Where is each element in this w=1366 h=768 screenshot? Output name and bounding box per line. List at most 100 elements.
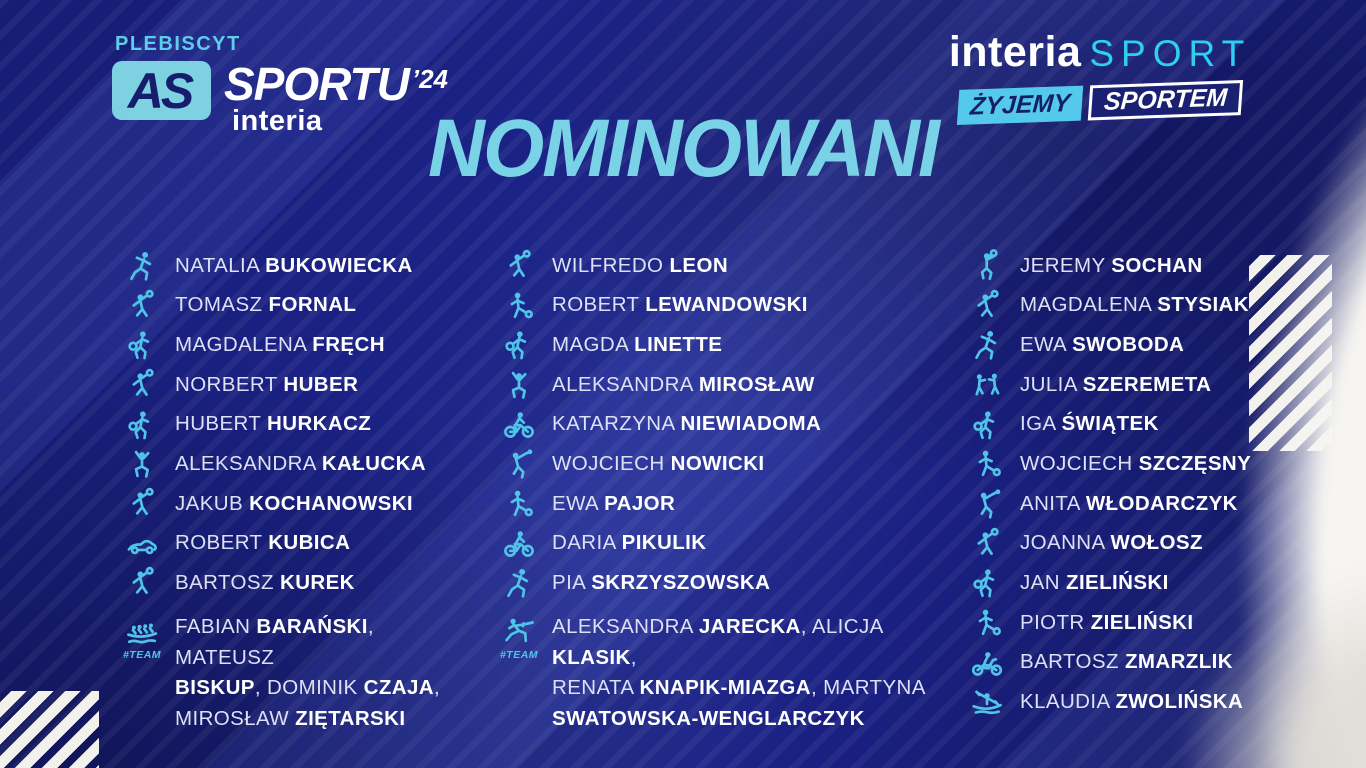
- nominee-row: EWA SWOBODA: [958, 325, 1304, 365]
- fencing-icon: #TEAM: [490, 612, 548, 661]
- climbing-icon: [490, 368, 548, 402]
- nominee-row: MAGDA LINETTE: [490, 325, 946, 365]
- interia-sport-logo: interia SPORT ŻYJEMY SPORTEM: [930, 28, 1270, 126]
- nominees-column-3: JEREMY SOCHAN MAGDALENA STYSIAK EWA SWOBOD…: [958, 246, 1304, 722]
- nominee-name: ANITA WŁODARCZYK: [1020, 491, 1238, 515]
- nominee-name: ALEKSANDRA JARECKA, ALICJA KLASIK, RENATA…: [552, 615, 926, 730]
- nominee-row: KLAUDIA ZWOLIŃSKA: [958, 683, 1304, 723]
- nominee-row: JAKUB KOCHANOWSKI: [113, 484, 475, 524]
- nominee-name: HUBERT HURKACZ: [175, 412, 372, 436]
- football-icon: [958, 447, 1016, 481]
- climbing-icon: [113, 447, 171, 481]
- nominee-name: KLAUDIA ZWOLIŃSKA: [1020, 690, 1244, 714]
- nominee-row: NATALIA BUKOWIECKA: [113, 246, 475, 286]
- speedway-icon: [958, 646, 1016, 680]
- nominee-row: WOJCIECH SZCZĘSNY: [958, 444, 1304, 484]
- nominee-team-row: #TEAM FABIAN BARAŃSKI, MATEUSZ BISKUP, DOM…: [113, 612, 475, 734]
- athletics-running-icon: [113, 249, 171, 283]
- football-icon: [490, 487, 548, 521]
- rowing-icon: #TEAM: [113, 612, 171, 661]
- nominee-row: NORBERT HUBER: [113, 365, 475, 405]
- nominee-name: JAN ZIELIŃSKI: [1020, 571, 1169, 595]
- nominee-name: ALEKSANDRA MIROSŁAW: [552, 372, 815, 396]
- track-cycling-icon: [490, 527, 548, 561]
- nominee-name: EWA PAJOR: [552, 491, 676, 515]
- as-sportu-logo: PLEBISCYT AS SPORTU ’24 interia: [112, 33, 448, 136]
- nominee-name: WOJCIECH NOWICKI: [552, 452, 765, 476]
- nominee-row: PIA SKRZYSZOWSKA: [490, 564, 946, 604]
- nominee-row: ALEKSANDRA MIROSŁAW: [490, 365, 946, 405]
- volleyball-icon: [958, 289, 1016, 323]
- athletics-running-icon: [958, 328, 1016, 362]
- nominee-row: BARTOSZ ZMARZLIK: [958, 643, 1304, 683]
- volleyball-icon: [113, 289, 171, 323]
- nominee-row: IGA ŚWIĄTEK: [958, 405, 1304, 445]
- nominee-row: MAGDALENA STYSIAK: [958, 286, 1304, 326]
- nominee-name: JOANNA WOŁOSZ: [1020, 531, 1203, 555]
- as-logo-box: AS: [112, 61, 211, 120]
- interia-logo-small: interia: [232, 105, 323, 137]
- nominee-name: MAGDALENA FRĘCH: [175, 332, 385, 356]
- nominee-row: JULIA SZEREMETA: [958, 365, 1304, 405]
- tennis-icon: [113, 328, 171, 362]
- nominee-row: KATARZYNA NIEWIADOMA: [490, 405, 946, 445]
- nominee-name: JAKUB KOCHANOWSKI: [175, 491, 414, 515]
- volleyball-icon: [958, 527, 1016, 561]
- nominee-row: ROBERT LEWANDOWSKI: [490, 286, 946, 326]
- volleyball-icon: [113, 566, 171, 600]
- nominee-row: WOJCIECH NOWICKI: [490, 444, 946, 484]
- nominee-name: MAGDA LINETTE: [552, 332, 723, 356]
- nominee-row: HUBERT HURKACZ: [113, 405, 475, 445]
- sportu-label: SPORTU: [224, 58, 410, 110]
- nominee-name: TOMASZ FORNAL: [175, 293, 357, 317]
- nominee-team-row: #TEAM ALEKSANDRA JARECKA, ALICJA KLASIK, R…: [490, 612, 946, 734]
- nominees-column-2: WILFREDO LEON ROBERT LEWANDOWSKI MAGDA LIN…: [490, 246, 946, 734]
- nominee-row: MAGDALENA FRĘCH: [113, 325, 475, 365]
- sport-label: SPORT: [1089, 33, 1252, 74]
- nominee-row: WILFREDO LEON: [490, 246, 946, 286]
- volleyball-icon: [113, 368, 171, 402]
- nominee-name: NORBERT HUBER: [175, 372, 359, 396]
- nominee-name: BARTOSZ ZMARZLIK: [1020, 650, 1233, 674]
- nominee-row: JAN ZIELIŃSKI: [958, 564, 1304, 604]
- volleyball-icon: [113, 487, 171, 521]
- football-icon: [490, 289, 548, 323]
- nominee-name: JEREMY SOCHAN: [1020, 253, 1203, 277]
- nominee-name: IGA ŚWIĄTEK: [1020, 412, 1159, 436]
- tennis-icon: [958, 408, 1016, 442]
- nominee-row: ANITA WŁODARCZYK: [958, 484, 1304, 524]
- nominee-row: TOMASZ FORNAL: [113, 286, 475, 326]
- nominee-name: ALEKSANDRA KAŁUCKA: [175, 452, 426, 476]
- nominee-row: EWA PAJOR: [490, 484, 946, 524]
- nominee-row: BARTOSZ KUREK: [113, 564, 475, 604]
- volleyball-icon: [490, 249, 548, 283]
- team-tag: #TEAM: [499, 649, 539, 662]
- nominee-name: NATALIA BUKOWIECKA: [175, 253, 413, 277]
- athletics-running-icon: [490, 566, 548, 600]
- nominee-name: KATARZYNA NIEWIADOMA: [552, 412, 822, 436]
- nominee-name: WOJCIECH SZCZĘSNY: [1020, 452, 1252, 476]
- decor-stripes-bottom-left: [0, 691, 99, 768]
- tennis-icon: [490, 328, 548, 362]
- nominee-row: ALEKSANDRA KAŁUCKA: [113, 444, 475, 484]
- nominee-name: ROBERT LEWANDOWSKI: [552, 293, 808, 317]
- nominee-name: JULIA SZEREMETA: [1020, 372, 1212, 396]
- page-title: NOMINOWANI: [428, 103, 940, 194]
- as-logo-text: AS: [127, 62, 194, 119]
- motorsport-car-icon: [113, 527, 171, 561]
- football-icon: [958, 606, 1016, 640]
- nominee-row: PIOTR ZIELIŃSKI: [958, 603, 1304, 643]
- team-tag: #TEAM: [122, 649, 162, 662]
- nominee-name: PIOTR ZIELIŃSKI: [1020, 610, 1194, 634]
- tennis-icon: [958, 566, 1016, 600]
- basketball-icon: [958, 248, 1016, 283]
- interia-logo: interia: [948, 28, 1082, 76]
- nominee-name: FABIAN BARAŃSKI, MATEUSZ BISKUP, DOMINIK …: [175, 615, 441, 730]
- tennis-icon: [113, 408, 171, 442]
- nominee-name: ROBERT KUBICA: [175, 531, 351, 555]
- nominee-name: MAGDALENA STYSIAK: [1020, 293, 1249, 317]
- boxing-icon: [958, 368, 1016, 402]
- hammer-throw-icon: [958, 487, 1016, 521]
- nominee-name: BARTOSZ KUREK: [175, 571, 355, 595]
